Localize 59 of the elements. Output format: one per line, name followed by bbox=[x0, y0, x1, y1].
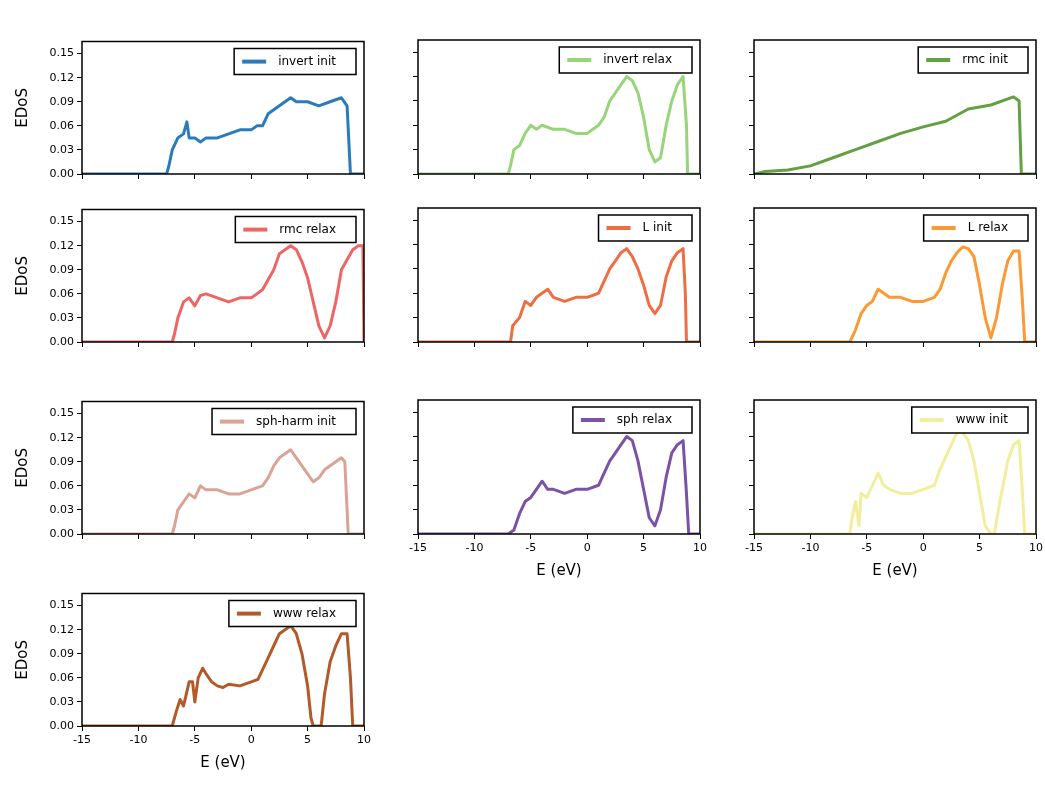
y-axis-title: EDoS bbox=[12, 639, 31, 680]
y-tick-label: 0.03 bbox=[49, 142, 74, 156]
y-tick-label: 0.12 bbox=[49, 430, 74, 444]
y-tick-label: 0.09 bbox=[49, 94, 74, 108]
y-tick-label: 0.12 bbox=[49, 70, 74, 84]
x-axis-title: E (eV) bbox=[872, 560, 918, 579]
x-axis-title: E (eV) bbox=[200, 752, 246, 771]
legend-label: sph relax bbox=[616, 412, 673, 427]
y-tick-label: 0.06 bbox=[49, 286, 74, 300]
x-tick-label: 0 bbox=[583, 541, 591, 555]
legend-label: rmc init bbox=[962, 52, 1009, 67]
y-tick-label: 0.00 bbox=[49, 718, 74, 732]
y-tick-label: 0.15 bbox=[49, 46, 74, 60]
y-axis-title: EDoS bbox=[12, 447, 31, 488]
y-tick-label: 0.03 bbox=[49, 694, 74, 708]
x-tick-label: 0 bbox=[919, 541, 927, 555]
y-tick-label: 0.03 bbox=[49, 502, 74, 516]
x-tick-label: -15 bbox=[745, 541, 763, 555]
y-tick-label: 0.00 bbox=[49, 526, 74, 540]
legend-label: sph-harm init bbox=[256, 413, 337, 428]
y-axis-title: EDoS bbox=[12, 255, 31, 296]
legend-label: rmc relax bbox=[279, 221, 337, 236]
y-tick-label: 0.12 bbox=[49, 622, 74, 636]
x-tick-label: -5 bbox=[189, 733, 201, 747]
y-tick-label: 0.06 bbox=[49, 118, 74, 132]
y-axis-title: EDoS bbox=[12, 87, 31, 128]
x-tick-label: 5 bbox=[976, 541, 984, 555]
y-tick-label: 0.09 bbox=[49, 262, 74, 276]
y-tick-label: 0.00 bbox=[49, 334, 74, 348]
y-tick-label: 0.06 bbox=[49, 670, 74, 684]
legend-label: invert init bbox=[278, 53, 337, 68]
y-tick-label: 0.15 bbox=[49, 214, 74, 228]
x-tick-label: -5 bbox=[861, 541, 873, 555]
y-tick-label: 0.09 bbox=[49, 454, 74, 468]
y-tick-label: 0.15 bbox=[49, 406, 74, 420]
x-tick-label: 5 bbox=[640, 541, 648, 555]
x-tick-label: 10 bbox=[693, 541, 707, 555]
x-tick-label: 10 bbox=[1029, 541, 1043, 555]
y-tick-label: 0.03 bbox=[49, 310, 74, 324]
x-tick-label: 5 bbox=[304, 733, 312, 747]
x-tick-label: -10 bbox=[801, 541, 820, 555]
y-tick-label: 0.15 bbox=[49, 598, 74, 612]
x-tick-label: 0 bbox=[247, 733, 255, 747]
legend-label: www init bbox=[955, 412, 1009, 427]
x-tick-label: -10 bbox=[465, 541, 484, 555]
y-tick-label: 0.00 bbox=[49, 166, 74, 180]
x-tick-label: -15 bbox=[409, 541, 427, 555]
x-tick-label: -10 bbox=[129, 733, 148, 747]
y-tick-label: 0.06 bbox=[49, 478, 74, 492]
legend-label: L relax bbox=[967, 220, 1008, 235]
legend-label: www relax bbox=[272, 605, 337, 620]
legend-label: invert relax bbox=[603, 52, 672, 67]
legend-label: L init bbox=[642, 220, 673, 235]
x-tick-label: -5 bbox=[525, 541, 537, 555]
x-tick-label: 10 bbox=[357, 733, 371, 747]
x-tick-label: -15 bbox=[73, 733, 91, 747]
y-tick-label: 0.12 bbox=[49, 238, 74, 252]
y-tick-label: 0.09 bbox=[49, 646, 74, 660]
x-axis-title: E (eV) bbox=[536, 560, 582, 579]
